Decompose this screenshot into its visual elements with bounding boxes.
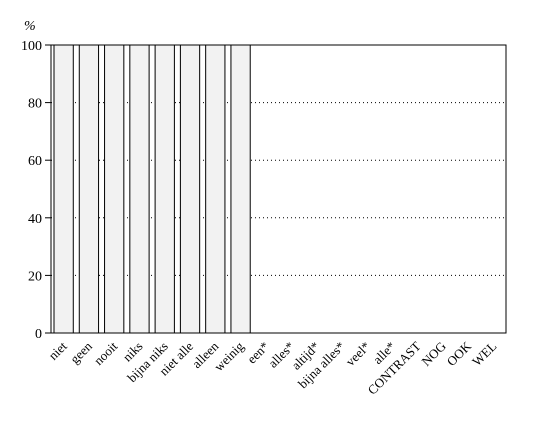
bar (154, 44, 175, 334)
y-tick-label: 40 (28, 212, 42, 227)
bar (78, 44, 100, 334)
plot-frame (50, 44, 507, 334)
bar (179, 44, 201, 334)
x-tick-label: veel* (343, 339, 374, 370)
bar (230, 44, 251, 334)
y-tick-label: 20 (28, 269, 42, 284)
y-tick-label: 0 (35, 327, 42, 342)
x-tick-label: WEL (469, 338, 500, 369)
y-axis: 0 20 40 60 80 100 (21, 39, 51, 342)
y-axis-label: % (24, 19, 36, 34)
x-tick-label: weinig (211, 338, 247, 374)
x-tick-label: OOK (444, 338, 475, 369)
x-tick-label: nooit (91, 338, 121, 368)
bar (53, 44, 74, 334)
x-tick-label: geen (67, 338, 95, 366)
bars (53, 44, 251, 334)
y-tick-label: 60 (28, 154, 42, 169)
y-tick-label: 100 (21, 39, 42, 54)
x-tick-label: niet (45, 338, 70, 363)
bar (205, 44, 226, 334)
y-tick-label: 80 (28, 97, 42, 112)
x-tick-label: NOG (418, 339, 449, 370)
bar (129, 44, 150, 334)
bar (104, 44, 125, 334)
